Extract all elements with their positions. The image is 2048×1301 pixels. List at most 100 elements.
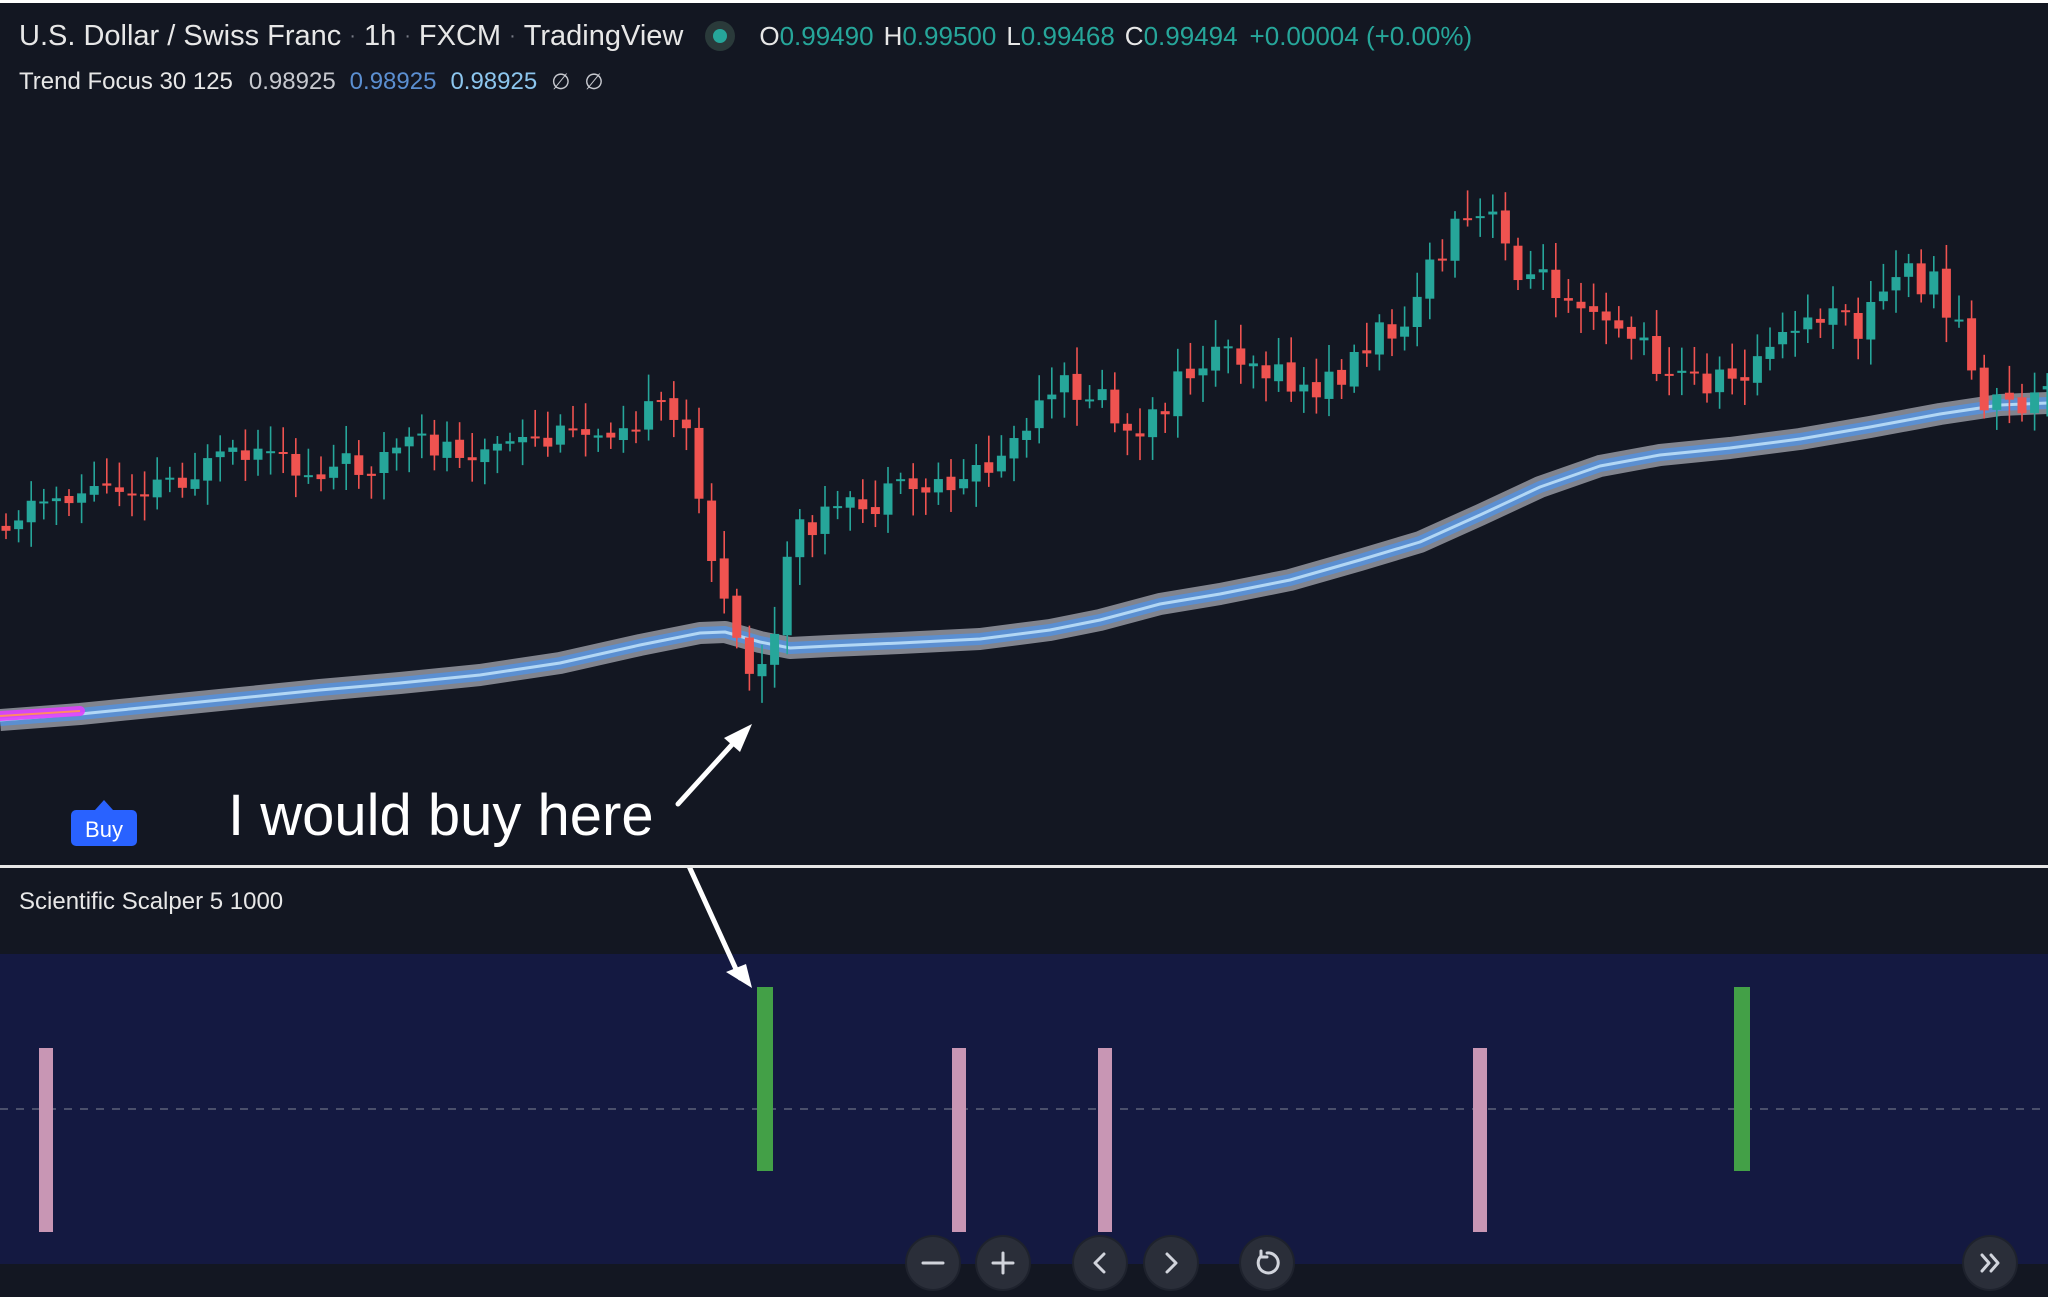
candle-body	[278, 452, 288, 455]
candle-body	[1437, 258, 1447, 261]
candle-body	[26, 500, 36, 523]
main-price-pane[interactable]: U.S. Dollar / Swiss Franc · 1h · FXCM · …	[0, 0, 2048, 866]
candle-body	[606, 432, 616, 438]
separator-dot: ·	[404, 24, 411, 47]
candle-body	[1110, 389, 1120, 424]
change-value: +0.00004 (+0.00%)	[1249, 20, 1473, 51]
open-value: 0.99490	[779, 20, 874, 51]
high-label: H	[883, 20, 903, 51]
candle-body	[1463, 218, 1473, 221]
candle-body	[329, 466, 339, 478]
candle-body	[870, 507, 880, 515]
candle-body	[1085, 399, 1095, 402]
candle-body	[1765, 346, 1775, 359]
candle-body	[883, 483, 893, 515]
indicator-legend[interactable]: Trend Focus 30 125 0.98925 0.98925 0.989…	[19, 64, 604, 100]
candle-body	[1, 525, 11, 531]
reset-chart-button[interactable]	[1241, 1237, 1293, 1289]
candle-body	[51, 498, 61, 502]
candle-body	[1941, 268, 1951, 318]
candle-body	[152, 479, 162, 498]
candle-body	[1299, 384, 1309, 392]
candle-body	[1311, 382, 1321, 398]
candle-body	[417, 433, 427, 436]
indicator-name[interactable]: Trend Focus 30 125	[19, 68, 233, 95]
candle-body	[467, 457, 477, 461]
candle-body	[896, 479, 906, 482]
zoom-in-button[interactable]	[977, 1237, 1029, 1289]
market-status-icon[interactable]	[705, 21, 736, 51]
candle-body	[140, 494, 150, 497]
candle-body	[64, 495, 74, 504]
candle-body	[1286, 362, 1296, 392]
buy-signal-badge[interactable]: Buy	[71, 800, 137, 846]
signal-bar-neutral	[952, 1048, 966, 1232]
candle-body	[1274, 364, 1284, 382]
candle-body	[1740, 377, 1750, 381]
go-to-realtime-button[interactable]	[1964, 1237, 2016, 1289]
signal-bar-neutral	[39, 1048, 53, 1232]
candle-body	[933, 479, 943, 493]
candle-body	[253, 448, 263, 460]
oscillator-title[interactable]: Scientific Scalper 5 1000	[19, 888, 284, 915]
candle-body	[2017, 397, 2027, 414]
scroll-left-button[interactable]	[1074, 1237, 1126, 1289]
candle-body	[1211, 346, 1221, 371]
signal-bar-buy	[757, 987, 773, 1171]
candle-body	[530, 436, 540, 439]
ribbon-start-line	[0, 710, 81, 717]
candle-body	[1954, 319, 1964, 322]
candle-body	[341, 453, 351, 464]
candle-body	[1009, 438, 1019, 459]
candle-body	[1034, 400, 1044, 429]
candle-body	[266, 451, 276, 454]
candle-body	[2004, 392, 2014, 400]
top-border	[0, 0, 2048, 3]
candle-body	[581, 429, 591, 435]
exchange-label: FXCM	[418, 19, 502, 52]
symbol-name[interactable]: U.S. Dollar / Swiss Franc	[19, 19, 342, 52]
candle-body	[707, 500, 717, 561]
candle-body	[1815, 318, 1825, 323]
scroll-right-button[interactable]	[1145, 1237, 1197, 1289]
annotation-arrow-up	[675, 724, 752, 807]
high-value: 0.99500	[902, 20, 997, 51]
candle-body	[1450, 218, 1460, 261]
symbol-legend[interactable]: U.S. Dollar / Swiss Franc · 1h · FXCM · …	[19, 16, 1472, 56]
candle-body	[1248, 363, 1258, 367]
candle-body	[1601, 311, 1611, 321]
signal-bar-neutral	[1473, 1048, 1487, 1232]
candle-body	[1929, 271, 1939, 295]
oscillator-canvas[interactable]	[0, 868, 2048, 1297]
empty-value-icon: ∅	[584, 69, 604, 94]
candle-body	[240, 450, 250, 460]
price-chart-canvas[interactable]	[0, 0, 2048, 866]
open-label: O	[759, 20, 780, 51]
candle-body	[1223, 346, 1233, 349]
indicator-value-2: 0.98925	[349, 68, 437, 95]
candle-body	[1148, 409, 1158, 438]
pane-divider[interactable]	[0, 865, 2048, 868]
candle-body	[757, 664, 767, 677]
zoom-out-button[interactable]	[907, 1237, 959, 1289]
candle-body	[291, 453, 301, 476]
candle-body	[908, 478, 918, 490]
candle-body	[1374, 322, 1384, 355]
candle-body	[366, 473, 376, 476]
signal-bar-neutral	[1098, 1048, 1112, 1232]
candle-body	[316, 474, 326, 480]
candle-body	[1022, 430, 1032, 440]
candle-body	[1614, 320, 1624, 329]
candle-body	[1891, 277, 1901, 291]
candle-body	[190, 479, 200, 489]
interval-label[interactable]: 1h	[363, 19, 397, 52]
candle-body	[480, 449, 490, 463]
candle-body	[719, 558, 729, 599]
double-chevron-right-icon	[1980, 1253, 2000, 1273]
candle-body	[681, 419, 691, 429]
candle-body	[404, 436, 414, 447]
candle-body	[971, 465, 981, 482]
oscillator-pane[interactable]: Scientific Scalper 5 1000	[0, 868, 2048, 1297]
candle-body	[228, 447, 238, 452]
candle-body	[807, 522, 817, 536]
